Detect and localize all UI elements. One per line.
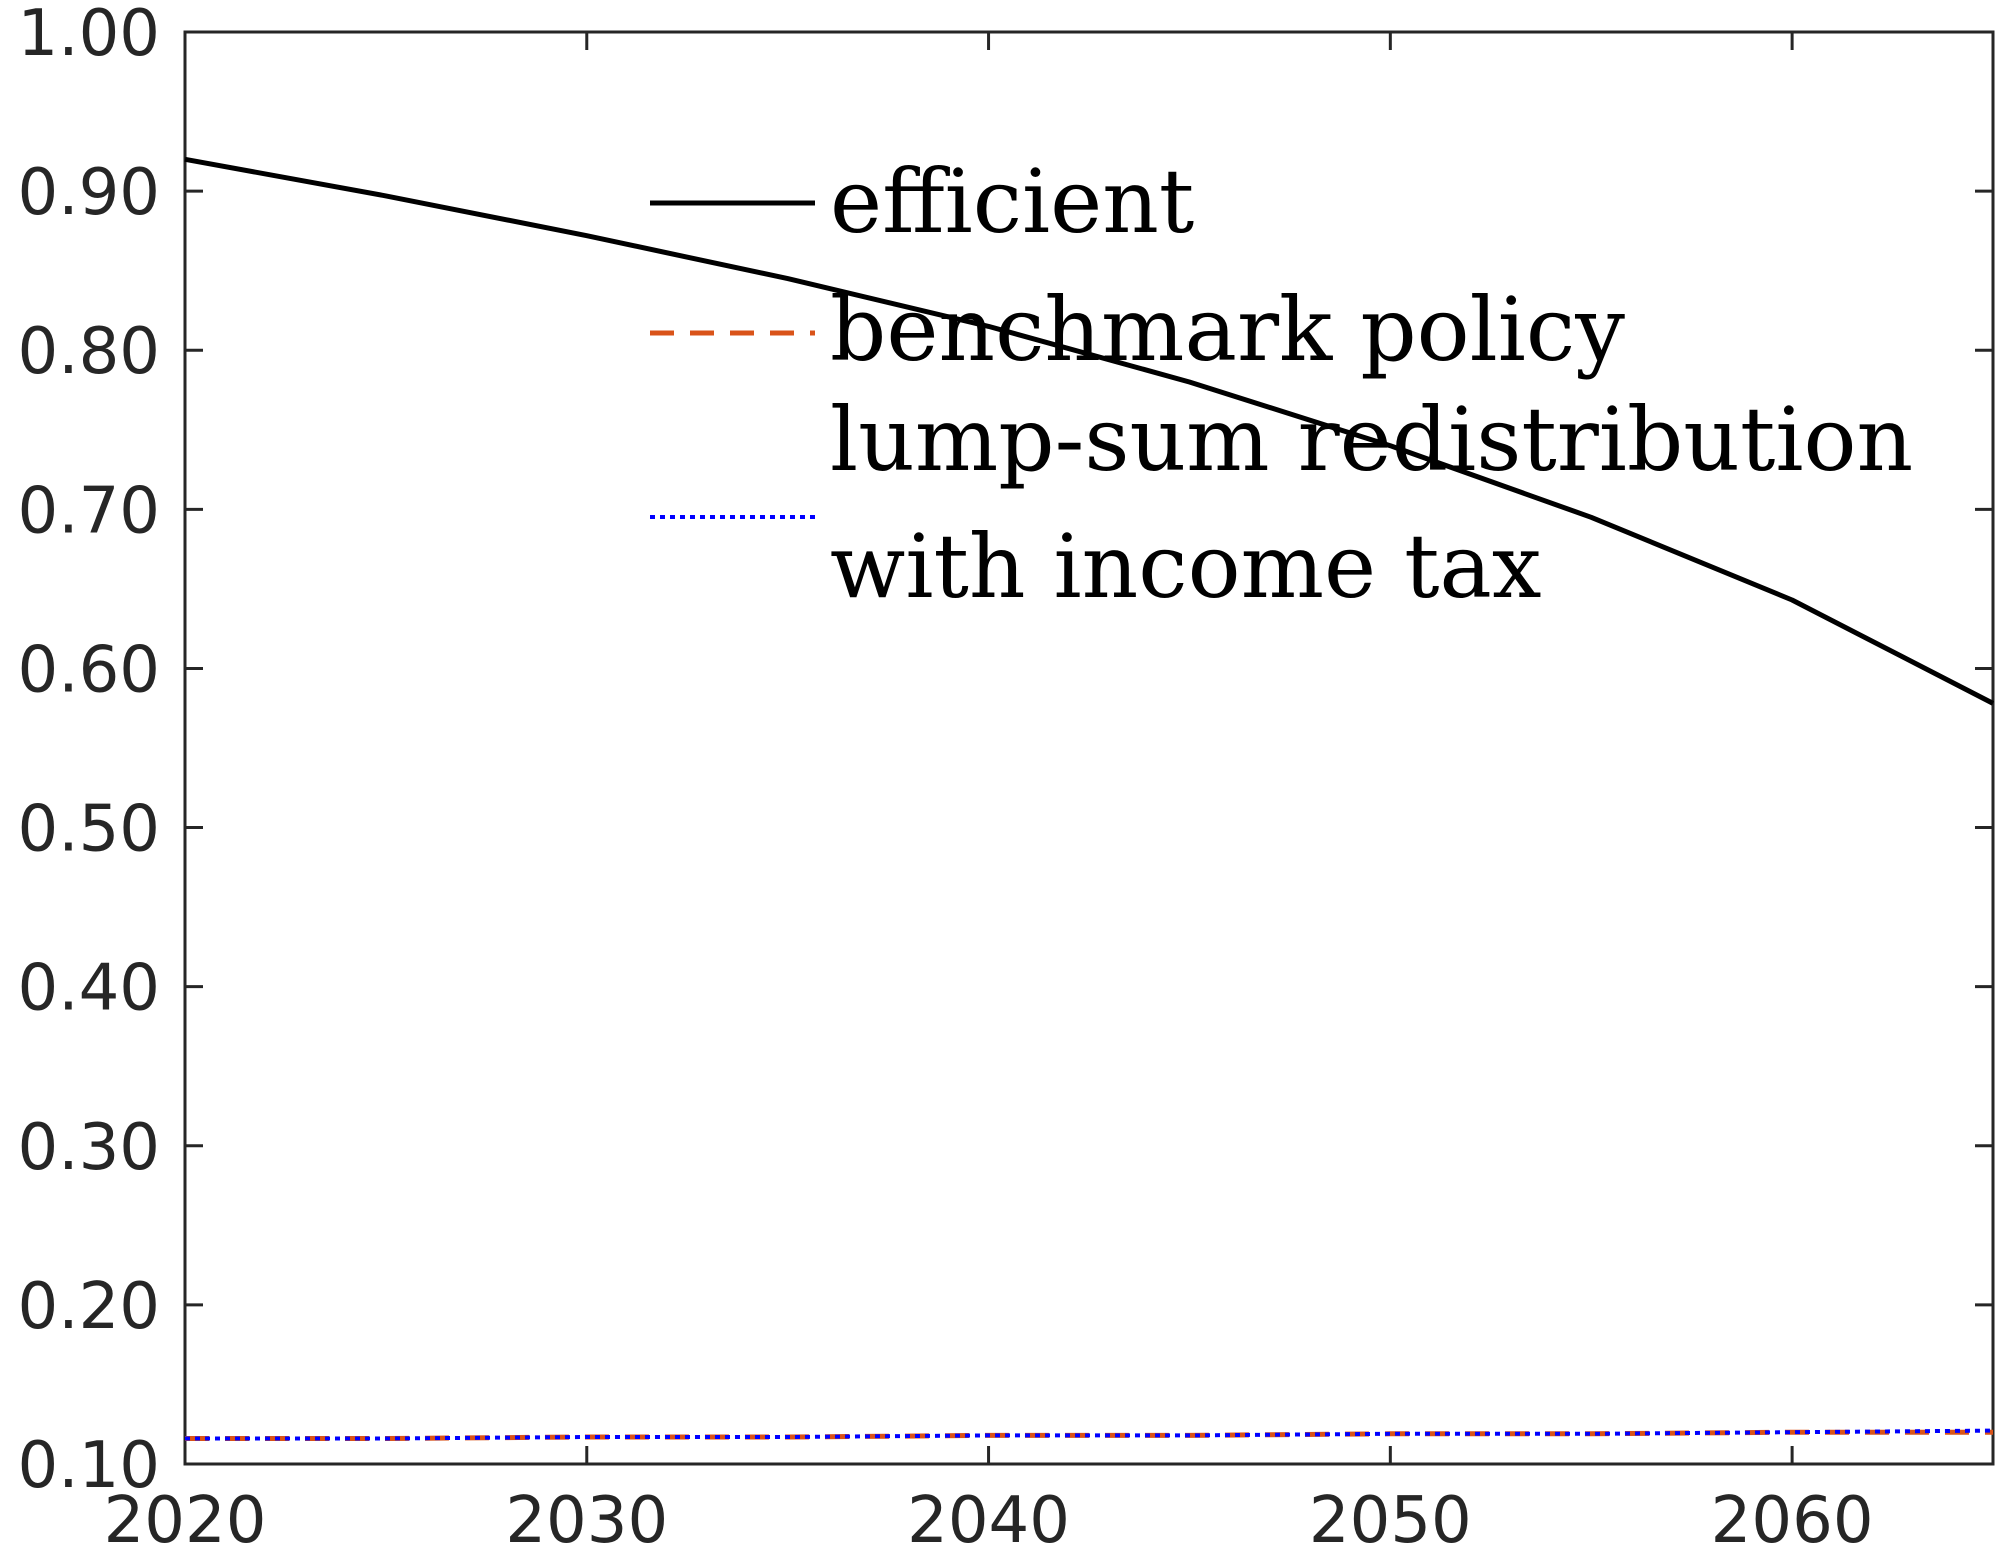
x-tick-label: 2060 bbox=[1711, 1484, 1874, 1554]
y-tick-label: 0.10 bbox=[18, 1429, 161, 1503]
axis-ticks bbox=[183, 30, 1993, 1466]
y-tick-label: 0.50 bbox=[18, 793, 161, 867]
y-tick-label: 0.90 bbox=[18, 156, 161, 230]
series-lines bbox=[184, 156, 1995, 1441]
series-line-2 bbox=[185, 1428, 1994, 1441]
x-tick-label: 2050 bbox=[1309, 1484, 1472, 1554]
y-tick-label: 0.70 bbox=[18, 474, 161, 548]
axis-tick-labels: 2020 2030 2040 2050 2060 0.10 0.20 0.30 0.40 0.50… bbox=[18, 0, 1874, 1554]
y-tick-label: 0.30 bbox=[18, 1111, 161, 1185]
y-tick-label: 0.80 bbox=[18, 315, 161, 389]
x-tick-label: 2020 bbox=[104, 1484, 267, 1554]
series-line-0 bbox=[184, 156, 1995, 706]
legend-label-2: with income tax bbox=[830, 515, 1542, 618]
y-tick-label: 0.60 bbox=[18, 633, 161, 707]
y-tick-label: 0.20 bbox=[18, 1270, 161, 1344]
y-tick-label: 1.00 bbox=[18, 0, 161, 71]
x-tick-label: 2040 bbox=[907, 1484, 1070, 1554]
y-tick-label: 0.40 bbox=[18, 952, 161, 1026]
legend-label-0: efficient bbox=[830, 150, 1194, 253]
x-tick-label: 2030 bbox=[505, 1484, 668, 1554]
legend-label-1: benchmark policy bbox=[830, 278, 1625, 381]
legend-label-2: lump-sum redistribution bbox=[830, 388, 1913, 491]
plot-area bbox=[183, 30, 1995, 1466]
